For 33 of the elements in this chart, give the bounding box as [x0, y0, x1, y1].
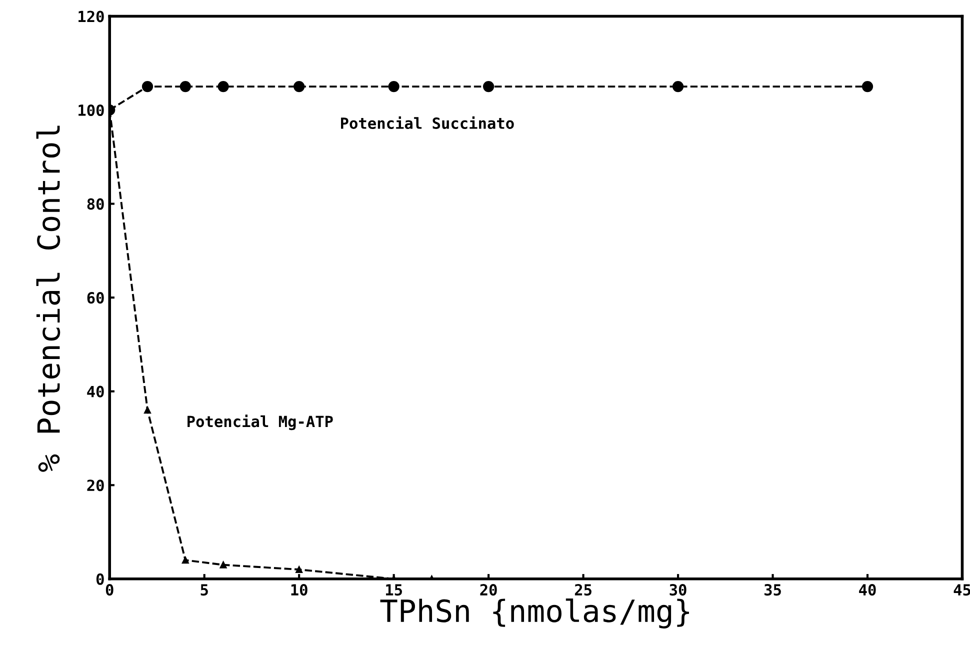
- y-tick-label: 100: [78, 104, 104, 116]
- text: Potencial Mg-ATP: [188, 414, 333, 430]
- x-axis-title: TPhSn {nmolas/mg}: [380, 598, 689, 628]
- y-tick-label: 120: [78, 10, 104, 22]
- x-tick-label: 10: [291, 584, 308, 596]
- x-tick-label: 35: [764, 584, 781, 596]
- point: [144, 406, 151, 414]
- point: [483, 81, 494, 92]
- point: [180, 81, 191, 92]
- x-tick-label: 15: [386, 584, 402, 596]
- point: [220, 561, 227, 568]
- x-tick-label: 45: [954, 584, 970, 596]
- x-tick-label: 20: [480, 584, 497, 596]
- y-tick-label: 40: [87, 386, 104, 398]
- y-tick-label: 0: [96, 573, 104, 585]
- x-tick-label: 0: [106, 584, 114, 596]
- x-tick-label: 25: [574, 584, 592, 596]
- x-tick-label: 5: [200, 584, 208, 596]
- point: [182, 556, 189, 564]
- series-label: Potencial Succinato: [341, 116, 514, 129]
- point: [296, 566, 303, 574]
- y-tick-label: 60: [87, 292, 104, 304]
- y-tick-label: 80: [87, 198, 104, 210]
- x-tick-label: 40: [859, 584, 876, 596]
- point: [142, 81, 154, 92]
- point: [862, 81, 874, 92]
- x-tick-label: 30: [670, 584, 686, 596]
- point: [672, 81, 684, 92]
- y-tick-label: 20: [87, 480, 104, 492]
- point: [294, 81, 305, 92]
- y-axis-title: % Potencial Control: [36, 126, 60, 472]
- point: [218, 81, 229, 92]
- point: [388, 81, 400, 92]
